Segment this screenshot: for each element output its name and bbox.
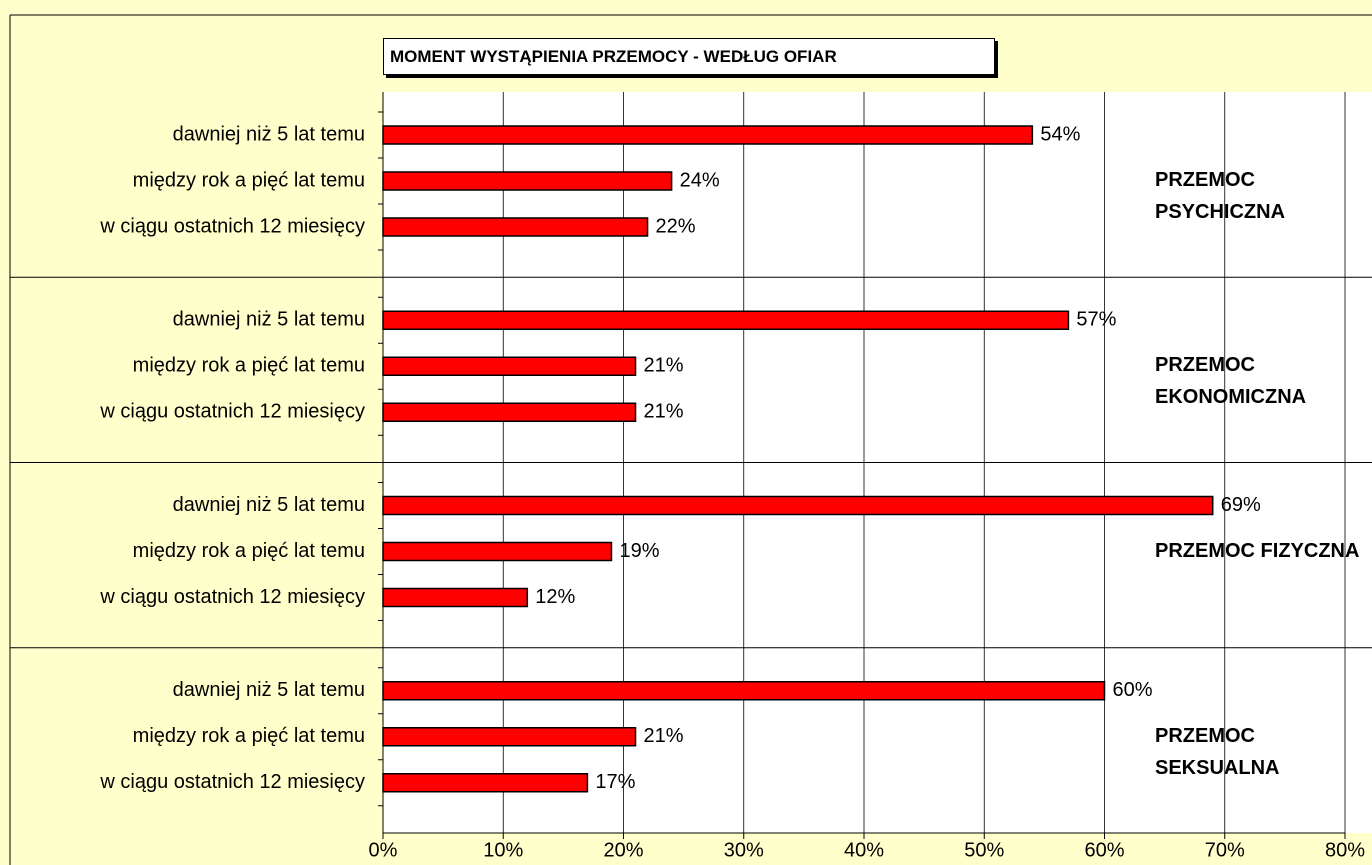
x-tick-label: 50% <box>964 839 1004 861</box>
bar <box>382 495 1214 516</box>
y-tick-label: między rok a pięć lat temu <box>133 725 365 747</box>
data-label: 54% <box>1040 123 1080 145</box>
data-label: 19% <box>619 540 659 562</box>
group-label: PRZEMOC EKONOMICZNA <box>1155 354 1307 409</box>
data-label: 17% <box>595 771 635 793</box>
y-tick-label: w ciągu ostatnich 12 miesięcy <box>99 586 365 608</box>
x-tick-label: 0% <box>369 839 398 861</box>
y-tick-label: dawniej niż 5 lat temu <box>173 123 365 145</box>
bar <box>382 125 1034 145</box>
group-label: PRZEMOC FIZYCZNA <box>1155 539 1360 562</box>
bar <box>382 587 529 608</box>
y-tick-label: w ciągu ostatnich 12 miesięcy <box>99 401 365 423</box>
data-label: 21% <box>644 401 684 423</box>
bar <box>382 171 673 191</box>
bar <box>382 541 613 562</box>
y-tick-label: w ciągu ostatnich 12 miesięcy <box>99 771 365 793</box>
group-label: PRZEMOC SEKSUALNA <box>1155 724 1280 779</box>
x-tick-label: 10% <box>483 839 523 861</box>
y-tick-label: dawniej niż 5 lat temu <box>173 679 365 701</box>
x-tick-label: 70% <box>1205 839 1245 861</box>
bar <box>382 310 1070 330</box>
y-tick-label: między rok a pięć lat temu <box>133 169 365 191</box>
x-tick-label: 40% <box>844 839 884 861</box>
x-tick-label: 20% <box>603 839 643 861</box>
bar <box>382 402 637 422</box>
x-tick-label: 60% <box>1084 839 1124 861</box>
data-label: 57% <box>1076 309 1116 331</box>
y-tick-label: między rok a pięć lat temu <box>133 540 365 562</box>
group-label: PRZEMOC PSYCHICZNA <box>1155 169 1286 223</box>
y-tick-label: dawniej niż 5 lat temu <box>173 494 365 516</box>
bar <box>382 773 589 793</box>
y-tick-label: dawniej niż 5 lat temu <box>173 309 365 331</box>
y-tick-label: w ciągu ostatnich 12 miesięcy <box>99 215 365 237</box>
bar <box>382 217 649 237</box>
data-label: 22% <box>656 215 696 237</box>
data-label: 60% <box>1113 679 1153 701</box>
data-label: 24% <box>680 169 720 191</box>
y-tick-label: między rok a pięć lat temu <box>133 355 365 377</box>
bar <box>382 727 637 747</box>
bar <box>382 356 637 376</box>
data-label: 69% <box>1221 494 1261 516</box>
x-tick-label: 80% <box>1325 839 1365 861</box>
x-tick-label: 30% <box>724 839 764 861</box>
chart-title: MOMENT WYSTĄPIENIA PRZEMOCY - WEDŁUG OFI… <box>383 38 995 75</box>
data-label: 21% <box>644 725 684 747</box>
bar <box>382 681 1106 701</box>
data-label: 12% <box>535 586 575 608</box>
data-label: 21% <box>644 355 684 377</box>
